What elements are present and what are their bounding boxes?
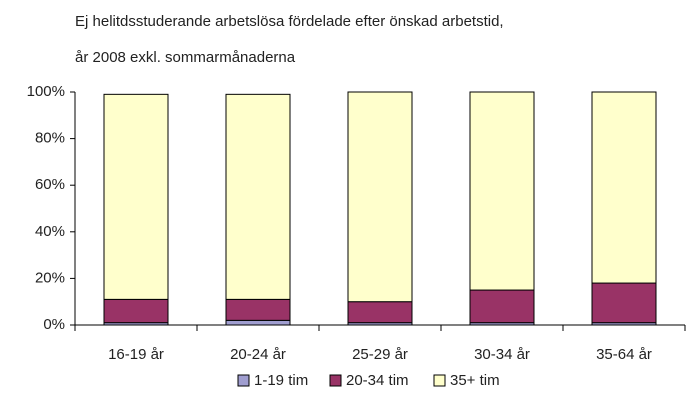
x-tick-label: 25-29 år (352, 346, 408, 363)
y-tick-label: 80% (35, 130, 65, 147)
y-tick-label: 100% (27, 83, 65, 100)
bar-segment (591, 282, 657, 324)
bar-segment (469, 289, 535, 324)
y-tick-label: 60% (35, 176, 65, 193)
bar-segment (103, 93, 169, 300)
legend-label: 1-19 tim (254, 372, 308, 389)
legend-swatch (433, 374, 446, 387)
x-tick-label: 30-34 år (474, 346, 530, 363)
bar-segment (225, 298, 291, 321)
x-tick-label: 20-24 år (230, 346, 286, 363)
x-tick-label: 16-19 år (108, 346, 164, 363)
bar-segment (225, 93, 291, 300)
legend-swatch (237, 374, 250, 387)
chart-title: Ej helitdsstuderande arbetslösa fördelad… (75, 13, 504, 30)
legend-label: 35+ tim (450, 372, 500, 389)
bar-segment (591, 91, 657, 284)
bar-segment (225, 319, 291, 326)
y-tick-label: 0% (43, 316, 65, 333)
x-tick-label: 35-64 år (596, 346, 652, 363)
y-tick-label: 20% (35, 269, 65, 286)
legend-swatch (329, 374, 342, 387)
bar-segment (347, 301, 413, 324)
chart-title: år 2008 exkl. sommarmånaderna (75, 49, 296, 66)
bar-segment (103, 298, 169, 324)
bar-segment (469, 91, 535, 291)
bar-segment (347, 91, 413, 303)
y-tick-label: 40% (35, 223, 65, 240)
legend-label: 20-34 tim (346, 372, 409, 389)
